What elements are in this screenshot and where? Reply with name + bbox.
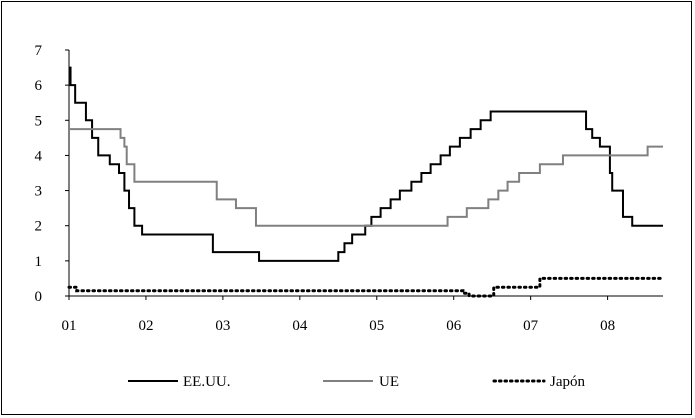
legend-item: UE: [323, 374, 399, 390]
series-line-ee-uu: [69, 66, 663, 262]
legend-label: Japón: [550, 374, 585, 390]
series-line-ue: [69, 128, 663, 227]
x-tick-label: 07: [523, 318, 539, 334]
x-tick-label: 03: [215, 318, 230, 334]
series-layer: [67, 66, 665, 298]
x-tick-label: 04: [292, 318, 308, 334]
x-tick-label: 02: [138, 318, 153, 334]
legend: EE.UU. UE Japón: [128, 374, 585, 390]
y-tick-label: 4: [35, 148, 43, 164]
x-tick-label: 01: [62, 318, 77, 334]
y-tick-label: 3: [35, 184, 43, 200]
series-line-jap-n: [67, 276, 665, 298]
y-tick-label: 7: [35, 43, 43, 59]
x-tick-label: 05: [369, 318, 384, 334]
legend-item: Japón: [492, 374, 585, 390]
y-tick-label: 2: [35, 219, 43, 235]
y-tick-label: 5: [35, 113, 43, 129]
y-tick-label: 6: [35, 78, 43, 94]
y-tick-label: 1: [35, 254, 43, 270]
y-tick-label: 0: [35, 289, 43, 305]
x-tick-label: 06: [446, 318, 462, 334]
legend-label: UE: [379, 374, 399, 390]
x-tick-label: 08: [600, 318, 615, 334]
legend-label: EE.UU.: [183, 374, 231, 390]
legend-item: EE.UU.: [128, 374, 231, 390]
